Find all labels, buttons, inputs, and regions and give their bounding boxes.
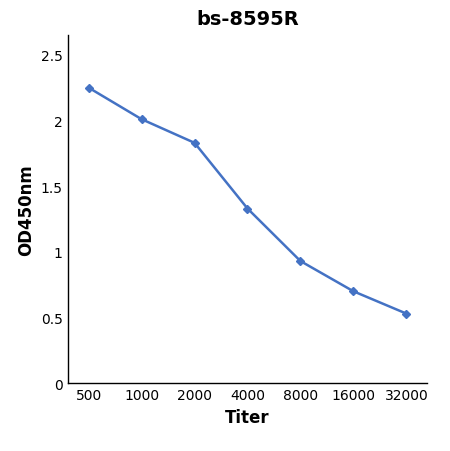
Title: bs-8595R: bs-8595R xyxy=(196,10,299,29)
Y-axis label: OD450nm: OD450nm xyxy=(17,164,35,255)
X-axis label: Titer: Titer xyxy=(225,408,270,426)
